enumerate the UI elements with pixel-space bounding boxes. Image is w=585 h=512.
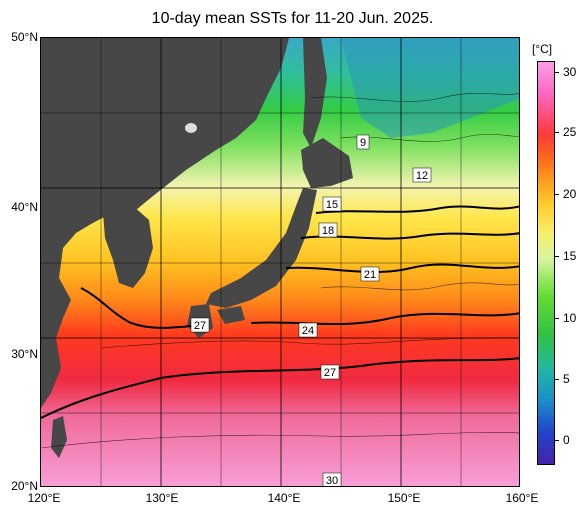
colorbar-tick-mark [555, 132, 559, 133]
sakhalin [303, 38, 327, 148]
contour-label-27a: 27 [190, 317, 210, 333]
colorbar-tick-mark [555, 440, 559, 441]
lon-label-130e: 130°E [145, 491, 179, 505]
colorbar-label-30: 30 [563, 65, 577, 79]
lon-label-160e: 160°E [505, 491, 539, 505]
svg-text:27: 27 [194, 320, 206, 332]
svg-text:30: 30 [326, 475, 338, 487]
inland-lake [185, 123, 197, 133]
colorbar-label-20: 20 [563, 187, 577, 201]
honshu [206, 188, 317, 308]
lat-label-30n: 30°N [11, 347, 38, 361]
colorbar-tick-mark [555, 194, 559, 195]
contour-label-15: 15 [322, 196, 342, 212]
korean-peninsula [103, 206, 153, 288]
lat-label-40n: 40°N [11, 200, 38, 214]
lat-label-20n: 20°N [11, 479, 38, 493]
svg-text:27: 27 [324, 367, 336, 379]
sst-map: 9 12 15 18 21 24 [40, 37, 520, 487]
contour-label-18: 18 [318, 222, 338, 238]
lat-lon-grid [41, 38, 519, 486]
lon-label-150e: 150°E [387, 491, 421, 505]
hokkaido [301, 138, 353, 188]
contour-label-9: 9 [356, 134, 370, 150]
lon-label-120e: 120°E [27, 491, 61, 505]
sst-map-canvas: 9 12 15 18 21 24 [41, 38, 519, 487]
lat-label-50n: 50°N [11, 30, 38, 44]
contour-label-30: 30 [322, 472, 342, 487]
colorbar-label-25: 25 [563, 125, 577, 139]
colorbar-tick-mark [555, 379, 559, 380]
colorbar-tick-mark [555, 318, 559, 319]
shikoku [217, 306, 245, 324]
colorbar-label-5: 5 [563, 372, 570, 386]
contour-labels: 9 12 15 18 21 24 [190, 134, 432, 487]
map-title: 10-day mean SSTs for 11-20 Jun. 2025. [151, 10, 434, 27]
colorbar-label-15: 15 [563, 249, 577, 263]
contour-label-21: 21 [360, 266, 380, 282]
colorbar-label-0: 0 [563, 433, 570, 447]
svg-text:15: 15 [326, 199, 338, 211]
svg-text:18: 18 [322, 225, 334, 237]
colorbar-unit: [°C] [532, 42, 553, 56]
asian-mainland [41, 38, 289, 408]
isotherm-lines-thin [41, 93, 519, 449]
colorbar [537, 61, 555, 465]
contour-label-24: 24 [298, 322, 318, 338]
lon-label-140e: 140°E [267, 491, 301, 505]
colorbar-tick-mark [555, 256, 559, 257]
svg-text:9: 9 [360, 137, 366, 149]
colorbar-label-10: 10 [563, 311, 577, 325]
svg-text:21: 21 [364, 269, 376, 281]
taiwan [51, 416, 67, 458]
svg-text:24: 24 [302, 325, 314, 337]
contour-label-27b: 27 [320, 364, 340, 380]
svg-text:12: 12 [416, 170, 428, 182]
colorbar-tick-mark [555, 72, 559, 73]
contour-label-12: 12 [412, 167, 432, 183]
